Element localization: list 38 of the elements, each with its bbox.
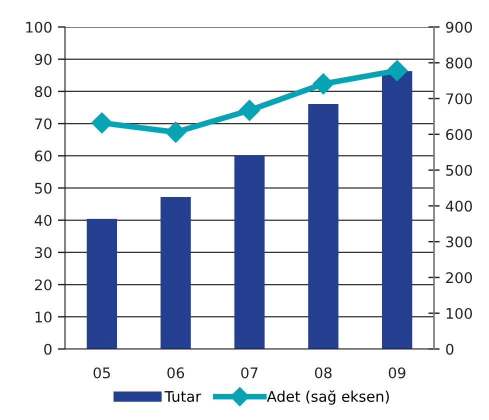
bar — [86, 218, 118, 349]
bar — [308, 104, 338, 349]
bar — [382, 71, 412, 349]
y2-tick-label: 500 — [446, 164, 472, 176]
legend-label: Adet (sağ eksen) — [266, 390, 389, 405]
x-tick-label: 09 — [388, 367, 406, 378]
y-tick-label: 70 — [35, 118, 52, 130]
point — [312, 73, 334, 94]
y-tick-label: 80 — [34, 86, 52, 98]
y-tick-label: 0 — [44, 344, 52, 355]
x-tick-label: 07 — [241, 367, 258, 378]
y2-tick-label: 400 — [446, 200, 472, 212]
y2-tick-label: 800 — [446, 57, 472, 69]
y2-tick-label: 300 — [446, 236, 472, 248]
x-tick-label: 08 — [314, 367, 332, 378]
y2-tick-label: 900 — [446, 22, 472, 33]
legend-label: Tutar — [164, 391, 202, 402]
point — [238, 100, 260, 121]
x-tick-label: 05 — [94, 367, 110, 378]
y2-tick-label: 200 — [446, 272, 472, 284]
y-tick-label: 90 — [34, 54, 52, 65]
bar — [160, 197, 191, 349]
point — [165, 122, 186, 143]
y-tick-label: 50 — [35, 182, 52, 194]
x-tick-label: 06 — [167, 367, 184, 378]
bar — [234, 155, 265, 349]
y2-tick-label: 700 — [446, 93, 472, 104]
y2-tick-label: 0 — [446, 344, 454, 355]
y-tick-label: 20 — [35, 279, 52, 290]
y2-tick-label: 100 — [446, 308, 472, 319]
y-tick-label: 60 — [34, 150, 52, 162]
y-tick-label: 40 — [34, 214, 52, 226]
point — [91, 112, 112, 134]
y-tick-label: 30 — [35, 247, 52, 258]
y-tick-label: 10 — [36, 312, 52, 323]
y-tick-label: 100 — [26, 22, 52, 33]
point — [386, 60, 408, 82]
y2-tick-label: 600 — [446, 129, 472, 140]
